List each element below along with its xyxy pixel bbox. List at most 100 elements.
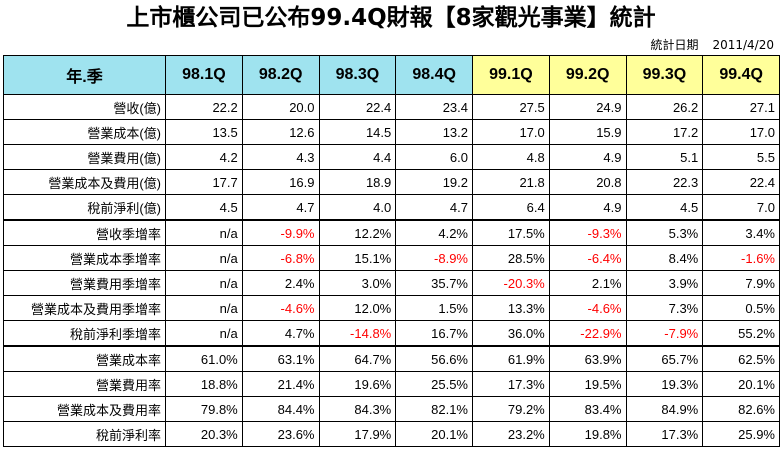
table-cell: 23.6% bbox=[241, 421, 320, 447]
table-cell: 4.3 bbox=[241, 144, 320, 170]
table-cell: 20.3% bbox=[165, 421, 243, 447]
stat-date-value: 2011/4/20 bbox=[712, 38, 774, 52]
table-cell: 82.1% bbox=[395, 396, 473, 422]
table-row: 稅前淨利(億) 4.5 4.7 4.0 4.7 6.4 4.9 4.5 7.0 bbox=[3, 194, 780, 221]
header-quarter: 98.1Q bbox=[165, 55, 243, 95]
header-quarter: 99.3Q bbox=[625, 55, 704, 95]
table-cell: 61.0% bbox=[165, 345, 243, 372]
table-cell: 23.2% bbox=[472, 421, 550, 447]
table-cell: n/a bbox=[165, 295, 243, 321]
table-cell: n/a bbox=[165, 270, 243, 296]
table-cell: 65.7% bbox=[625, 345, 704, 372]
table-cell: 17.3% bbox=[472, 371, 550, 397]
table-cell: -9.9% bbox=[241, 219, 320, 246]
row-label: 營業成本(億) bbox=[3, 119, 166, 145]
table-row: 營業費用(億) 4.2 4.3 4.4 6.0 4.8 4.9 5.1 5.5 bbox=[3, 144, 780, 170]
table-row: 營業成本季增率 n/a -6.8% 15.1% -8.9% 28.5% -6.4% 8.4% -… bbox=[3, 245, 780, 271]
table-cell: 20.8 bbox=[548, 169, 627, 195]
table-cell: 4.2% bbox=[395, 219, 473, 246]
table-cell: 21.4% bbox=[241, 371, 320, 397]
table-cell: n/a bbox=[165, 320, 243, 347]
header-quarter: 99.4Q bbox=[702, 55, 780, 95]
header-quarter: 99.2Q bbox=[548, 55, 627, 95]
row-label: 稅前淨利季增率 bbox=[3, 320, 166, 347]
header-year-quarter: 年.季 bbox=[3, 55, 166, 95]
table-cell: 17.5% bbox=[472, 219, 550, 246]
table-cell: 21.8 bbox=[472, 169, 550, 195]
table-cell: 4.7 bbox=[241, 194, 320, 221]
table-cell: 13.2 bbox=[395, 119, 473, 145]
table-cell: 7.3% bbox=[625, 295, 704, 321]
table-cell: 62.5% bbox=[702, 345, 780, 372]
table-cell: 84.3% bbox=[318, 396, 397, 422]
table-cell: 4.5 bbox=[165, 194, 243, 221]
table-cell: 22.2 bbox=[165, 94, 243, 120]
table-cell: 8.4% bbox=[625, 245, 704, 271]
table-cell: 12.6 bbox=[241, 119, 320, 145]
table-cell: 84.4% bbox=[241, 396, 320, 422]
table-cell: 3.9% bbox=[625, 270, 704, 296]
table-cell: 22.4 bbox=[702, 169, 780, 195]
table-cell: 6.4 bbox=[472, 194, 550, 221]
table-cell: -4.6% bbox=[548, 295, 627, 321]
table-cell: 12.0% bbox=[318, 295, 397, 321]
table-cell: 17.0 bbox=[472, 119, 550, 145]
table-row: 營業成本及費用率 79.8% 84.4% 84.3% 82.1% 79.2% 83.4% 84… bbox=[3, 396, 780, 422]
table-cell: 17.7 bbox=[165, 169, 243, 195]
header-quarter: 98.4Q bbox=[395, 55, 473, 95]
table-cell: 18.8% bbox=[165, 371, 243, 397]
row-label: 營業費用季增率 bbox=[3, 270, 166, 296]
table-cell: 63.1% bbox=[241, 345, 320, 372]
row-label: 營收(億) bbox=[3, 94, 166, 120]
table-row: 營業成本(億) 13.5 12.6 14.5 13.2 17.0 15.9 17.2 17.0 bbox=[3, 119, 780, 145]
table-cell: 19.6% bbox=[318, 371, 397, 397]
table-cell: 18.9 bbox=[318, 169, 397, 195]
stat-date: 統計日期 2011/4/20 bbox=[636, 36, 774, 54]
table-cell: 12.2% bbox=[318, 219, 397, 246]
page-title: 上市櫃公司已公布99.4Q財報【8家觀光事業】統計 bbox=[126, 5, 656, 31]
table-cell: 16.9 bbox=[241, 169, 320, 195]
table-row: 稅前淨利季增率 n/a 4.7% -14.8% 16.7% 36.0% -22.9% -7.9… bbox=[3, 320, 780, 347]
table-cell: 24.9 bbox=[548, 94, 627, 120]
header-quarter: 98.2Q bbox=[241, 55, 320, 95]
table-cell: 27.5 bbox=[472, 94, 550, 120]
table-cell: 0.5% bbox=[702, 295, 780, 321]
row-label: 營業成本季增率 bbox=[3, 245, 166, 271]
table-cell: n/a bbox=[165, 245, 243, 271]
table-cell: 22.4 bbox=[318, 94, 397, 120]
table-cell: 20.1% bbox=[702, 371, 780, 397]
table-cell: 79.2% bbox=[472, 396, 550, 422]
table-cell: 35.7% bbox=[395, 270, 473, 296]
table-cell: 4.4 bbox=[318, 144, 397, 170]
row-label: 稅前淨利率 bbox=[3, 421, 166, 447]
table-cell: 13.5 bbox=[165, 119, 243, 145]
row-label: 稅前淨利(億) bbox=[3, 194, 166, 221]
table-cell: 28.5% bbox=[472, 245, 550, 271]
table-cell: -8.9% bbox=[395, 245, 473, 271]
table-cell: 17.0 bbox=[702, 119, 780, 145]
table-row: 營業費用率 18.8% 21.4% 19.6% 25.5% 17.3% 19.5% 19.3%… bbox=[3, 371, 780, 397]
table-row: 營業成本及費用(億) 17.7 16.9 18.9 19.2 21.8 20.8 22.3 22… bbox=[3, 169, 780, 195]
table-cell: 5.5 bbox=[702, 144, 780, 170]
table-cell: 4.5 bbox=[625, 194, 704, 221]
table-cell: 4.0 bbox=[318, 194, 397, 221]
table-cell: 55.2% bbox=[702, 320, 780, 347]
table-cell: 25.9% bbox=[702, 421, 780, 447]
table-cell: 19.8% bbox=[548, 421, 627, 447]
table-header-row: 年.季 98.1Q 98.2Q 98.3Q 98.4Q 99.1Q 99.2Q 99.3Q 9… bbox=[3, 55, 780, 95]
table-cell: 7.9% bbox=[702, 270, 780, 296]
table-cell: 4.9 bbox=[548, 144, 627, 170]
table-cell: 79.8% bbox=[165, 396, 243, 422]
table-cell: 82.6% bbox=[702, 396, 780, 422]
table-cell: 2.1% bbox=[548, 270, 627, 296]
table-cell: 1.5% bbox=[395, 295, 473, 321]
table-cell: 19.5% bbox=[548, 371, 627, 397]
table-cell: 15.1% bbox=[318, 245, 397, 271]
table-cell: -6.8% bbox=[241, 245, 320, 271]
table-cell: 4.2 bbox=[165, 144, 243, 170]
row-label: 營業費用率 bbox=[3, 371, 166, 397]
table-cell: 4.7% bbox=[241, 320, 320, 347]
table-cell: 17.9% bbox=[318, 421, 397, 447]
table-cell: 3.4% bbox=[702, 219, 780, 246]
table-cell: 4.7 bbox=[395, 194, 473, 221]
